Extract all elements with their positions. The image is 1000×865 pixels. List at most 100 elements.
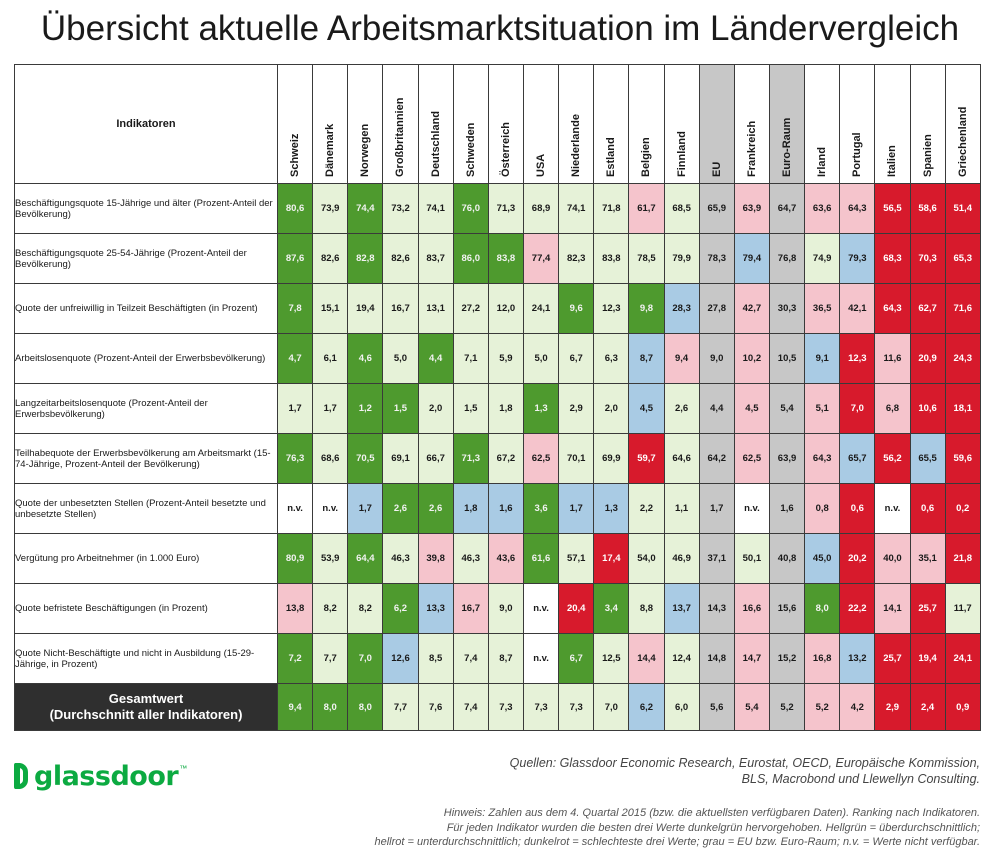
value-cell: 2,6: [417, 483, 454, 534]
value-cell: 9,4: [663, 333, 700, 384]
logo-trademark: ™: [179, 764, 188, 773]
total-row: Gesamtwert (Durchschnitt aller Indikatore…: [14, 683, 981, 731]
value-cell: 56,2: [874, 433, 911, 484]
value-cell: 5,1: [804, 383, 841, 434]
total-value-cell: 7,3: [522, 683, 560, 731]
total-value-cell: 9,4: [276, 683, 314, 731]
table-row: Vergütung pro Arbeitnehmer (in 1.000 Eur…: [14, 533, 981, 584]
value-cell: 4,4: [698, 383, 735, 434]
value-cell: 6,7: [558, 633, 595, 684]
country-header: Italien: [874, 64, 911, 184]
country-label: Euro-Raum: [781, 117, 794, 177]
country-header: Portugal: [839, 64, 876, 184]
value-cell: 6,3: [593, 333, 630, 384]
country-label: Portugal: [851, 132, 864, 177]
value-cell: 64,2: [698, 433, 735, 484]
value-cell: 4,7: [276, 333, 314, 384]
value-cell: 2,6: [382, 483, 419, 534]
indicator-label: Langzeitarbeitslosenquote (Prozent-Antei…: [14, 383, 278, 434]
total-value-cell: 7,0: [593, 683, 630, 731]
value-cell: 12,4: [663, 633, 700, 684]
value-cell: 65,7: [839, 433, 876, 484]
country-header: Dänemark: [312, 64, 349, 184]
value-cell: 9,6: [558, 283, 595, 334]
value-cell: 1,5: [452, 383, 489, 434]
value-cell: 2,2: [628, 483, 665, 534]
country-label: Estland: [605, 137, 618, 177]
country-label: Großbritannien: [394, 97, 407, 177]
value-cell: 53,9: [312, 533, 349, 584]
country-header: Niederlande: [558, 64, 595, 184]
total-value-cell: 5,2: [804, 683, 841, 731]
total-value-cell: 7,3: [558, 683, 595, 731]
country-header: USA: [522, 64, 560, 184]
value-cell: 68,6: [312, 433, 349, 484]
total-value-cell: 5,2: [768, 683, 806, 731]
value-cell: 7,1: [452, 333, 489, 384]
value-cell: 1,8: [487, 383, 524, 434]
total-value-cell: 2,4: [909, 683, 946, 731]
value-cell: 15,2: [768, 633, 806, 684]
value-cell: 64,3: [839, 183, 876, 234]
value-cell: 83,8: [487, 233, 524, 284]
value-cell: 1,6: [487, 483, 524, 534]
value-cell: 0,2: [944, 483, 981, 534]
value-cell: 65,9: [698, 183, 735, 234]
value-cell: 2,9: [558, 383, 595, 434]
value-cell: n.v.: [312, 483, 349, 534]
total-label-line: (Durchschnitt aller Indikatoren): [49, 707, 243, 722]
value-cell: 82,8: [347, 233, 384, 284]
country-label: Frankreich: [745, 120, 758, 177]
value-cell: 27,2: [452, 283, 489, 334]
value-cell: 3,6: [522, 483, 560, 534]
total-value-cell: 6,0: [663, 683, 700, 731]
value-cell: 8,5: [417, 633, 454, 684]
value-cell: n.v.: [874, 483, 911, 534]
indicator-label: Quote befristete Beschäftigungen (in Pro…: [14, 583, 278, 634]
value-cell: 7,2: [276, 633, 314, 684]
value-cell: 6,2: [382, 583, 419, 634]
logo-text: glassdoor: [34, 760, 179, 792]
value-cell: 54,0: [628, 533, 665, 584]
note-line: Hinweis: Zahlen aus dem 4. Quartal 2015 …: [443, 807, 980, 819]
value-cell: 13,3: [417, 583, 454, 634]
value-cell: 14,4: [628, 633, 665, 684]
indicator-label: Quote der unfreiwillig in Teilzeit Besch…: [14, 283, 278, 334]
value-cell: 9,1: [804, 333, 841, 384]
value-cell: 83,8: [593, 233, 630, 284]
value-cell: 64,6: [663, 433, 700, 484]
country-label: Belgien: [640, 137, 653, 177]
value-cell: 45,0: [804, 533, 841, 584]
value-cell: 1,7: [698, 483, 735, 534]
value-cell: 1,2: [347, 383, 384, 434]
value-cell: n.v.: [522, 633, 560, 684]
total-label: Gesamtwert (Durchschnitt aller Indikatore…: [14, 683, 278, 731]
value-cell: 76,8: [768, 233, 806, 284]
table-row: Quote der unfreiwillig in Teilzeit Besch…: [14, 283, 981, 334]
table-row: Beschäftigungsquote 15-Jährige und älter…: [14, 183, 981, 234]
value-cell: 24,1: [944, 633, 981, 684]
sources-line: Quellen: Glassdoor Economic Research, Eu…: [509, 756, 980, 770]
value-cell: 78,5: [628, 233, 665, 284]
value-cell: 79,3: [839, 233, 876, 284]
value-cell: 68,9: [522, 183, 560, 234]
value-cell: 50,1: [733, 533, 770, 584]
table-header-row: Indikatoren Schweiz Dänemark Norwegen Großb…: [14, 64, 981, 184]
total-value-cell: 5,4: [733, 683, 770, 731]
value-cell: 1,7: [312, 383, 349, 434]
value-cell: 25,7: [909, 583, 946, 634]
country-label: Spanien: [921, 134, 934, 177]
country-label: Irland: [816, 147, 829, 177]
value-cell: 12,3: [593, 283, 630, 334]
value-cell: 46,3: [382, 533, 419, 584]
value-cell: 62,5: [733, 433, 770, 484]
country-label: EU: [710, 161, 723, 177]
value-cell: 82,3: [558, 233, 595, 284]
total-value-cell: 8,0: [347, 683, 384, 731]
value-cell: 1,3: [593, 483, 630, 534]
indicator-label: Beschäftigungsquote 15-Jährige und älter…: [14, 183, 278, 234]
value-cell: 74,4: [347, 183, 384, 234]
page-title: Übersicht aktuelle Arbeitsmarktsituation…: [40, 9, 960, 48]
country-header: Großbritannien: [382, 64, 419, 184]
total-value-cell: 4,2: [839, 683, 876, 731]
